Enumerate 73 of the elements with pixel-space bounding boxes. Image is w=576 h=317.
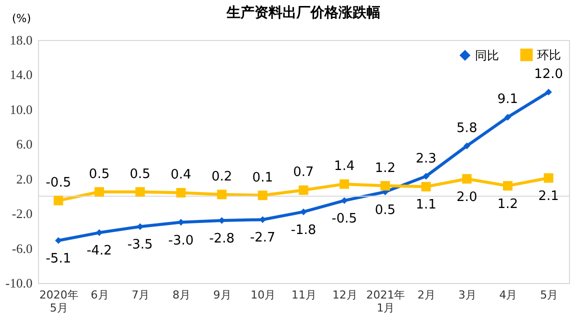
y-tick-label: 18.0 <box>10 32 32 48</box>
x-tick-label: 3月 <box>458 288 476 302</box>
point <box>217 190 227 200</box>
point <box>94 187 104 197</box>
data-label: 9.1 <box>497 92 518 108</box>
legend-label: 环比 <box>537 48 561 62</box>
x-tick-label: 4月 <box>499 288 518 302</box>
point <box>421 182 431 192</box>
y-axis-title: (%) <box>12 12 32 25</box>
point <box>462 174 472 184</box>
data-label: -3.5 <box>127 238 153 253</box>
x-tick-label: 8月 <box>172 288 190 302</box>
data-label: -3.0 <box>168 233 194 248</box>
point <box>545 88 552 96</box>
chart-title: 生产资料出厂价格涨跌幅 <box>226 4 380 21</box>
data-label: -1.8 <box>290 222 316 238</box>
data-label: 0.4 <box>170 168 192 183</box>
data-label: 0.5 <box>374 202 396 218</box>
point <box>135 187 145 197</box>
x-tick-label: 12月 <box>332 288 358 302</box>
point <box>422 172 430 180</box>
data-label: 1.4 <box>334 159 355 174</box>
point <box>380 181 390 191</box>
data-label: 0.5 <box>88 166 110 182</box>
y-tick-label: 6.0 <box>16 136 32 152</box>
data-label: -5.1 <box>46 251 72 266</box>
point <box>464 142 470 150</box>
point <box>502 181 512 191</box>
data-label: -4.2 <box>86 244 112 259</box>
data-label: 2.0 <box>456 190 478 205</box>
point <box>300 208 307 216</box>
data-label: -2.7 <box>250 230 276 246</box>
y-tick-label: 14.0 <box>10 67 32 82</box>
x-tick-label: 2021年 1月 <box>366 288 406 314</box>
y-tick-label: -6.0 <box>12 240 32 256</box>
point <box>176 188 186 198</box>
point <box>504 114 512 121</box>
data-label: 0.5 <box>130 166 150 182</box>
x-tick-label: 5月 <box>540 288 558 302</box>
x-tick-label: 2020年 5月 <box>39 288 78 314</box>
y-tick-label: -10.0 <box>5 276 32 290</box>
point <box>54 196 64 206</box>
y-tick-label: 2.0 <box>16 171 32 186</box>
data-label: -0.5 <box>332 212 358 227</box>
data-label: -2.8 <box>209 232 234 247</box>
data-label: 5.8 <box>456 120 478 136</box>
x-tick-label: 10月 <box>250 288 276 302</box>
data-label: 2.3 <box>416 151 436 166</box>
x-tick-label: 11月 <box>292 288 316 302</box>
data-label: 1.2 <box>374 160 396 176</box>
data-label: 0.2 <box>211 169 232 184</box>
data-label: 12.0 <box>534 67 564 82</box>
point <box>298 185 308 195</box>
point <box>544 173 554 183</box>
data-label: -0.5 <box>46 176 72 191</box>
x-tick-label: 7月 <box>132 288 150 302</box>
y-tick-label: 10.0 <box>10 102 32 117</box>
data-label: 1.1 <box>416 198 436 213</box>
point <box>340 197 348 204</box>
data-label: 0.7 <box>293 165 314 180</box>
data-label: 1.2 <box>497 196 518 212</box>
x-tick-label: 2月 <box>418 288 436 302</box>
point <box>258 190 268 200</box>
point <box>96 229 103 236</box>
data-label: 0.1 <box>252 170 273 186</box>
x-tick-label: 6月 <box>90 288 109 302</box>
legend-label: 同比 <box>475 48 499 62</box>
point <box>136 223 144 230</box>
point <box>55 237 62 244</box>
data-label: 2.1 <box>538 188 559 204</box>
x-tick-label: 9月 <box>213 288 232 302</box>
point <box>340 179 350 189</box>
y-tick-label: -2.0 <box>12 206 32 222</box>
